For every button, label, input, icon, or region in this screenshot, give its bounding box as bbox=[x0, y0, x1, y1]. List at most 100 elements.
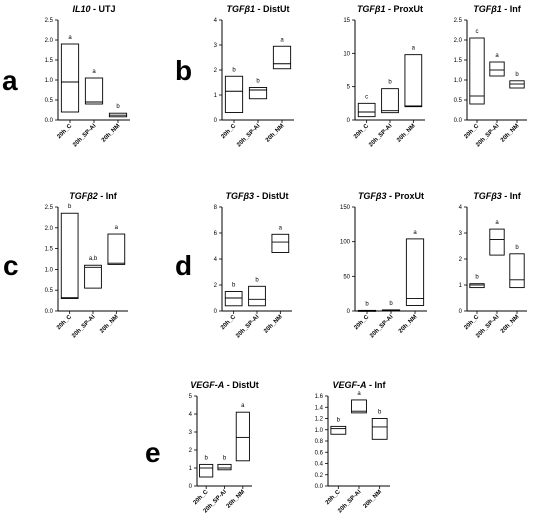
title-gene: TGFβ1 bbox=[226, 4, 255, 14]
box-rect bbox=[217, 463, 232, 471]
y-tick-label: 0.0 bbox=[454, 118, 463, 124]
significance-letter: b bbox=[388, 80, 392, 86]
significance-letter: a bbox=[495, 220, 499, 226]
y-tick-label: 0.2 bbox=[315, 473, 324, 479]
significance-letter: b bbox=[255, 277, 259, 283]
y-tick-label: 2.5 bbox=[454, 18, 463, 24]
panel-label-a: a bbox=[2, 65, 18, 96]
y-tick-label: 4 bbox=[214, 18, 218, 24]
significance-letter: b bbox=[232, 283, 236, 289]
y-tick-label: 6 bbox=[214, 231, 218, 237]
box-0: b bbox=[469, 275, 485, 289]
box-2: b bbox=[509, 245, 525, 289]
y-tick-label: 4 bbox=[459, 205, 463, 211]
panel-label-e: e bbox=[145, 437, 161, 468]
y-tick-label: 0 bbox=[347, 309, 351, 315]
box-1: a bbox=[351, 391, 367, 414]
y-tick-label: 1.2 bbox=[315, 417, 324, 423]
title-gene: IL10 bbox=[72, 4, 90, 14]
box-rect bbox=[489, 61, 505, 77]
box-1: b bbox=[381, 80, 399, 114]
y-tick-label: 15 bbox=[343, 18, 350, 24]
box-2: b bbox=[371, 410, 388, 440]
significance-letter: c bbox=[476, 29, 479, 35]
box-rect bbox=[381, 88, 399, 114]
x-category-label: 20h_NM bbox=[226, 489, 247, 510]
chart-title: TGFβ3 - Inf bbox=[473, 191, 522, 201]
x-category-label: 20h_SP-AI bbox=[369, 314, 394, 339]
x-category-label: 20h_SP-AI bbox=[368, 123, 393, 148]
significance-letter: a bbox=[68, 35, 72, 41]
box-1: b bbox=[248, 79, 268, 100]
box-1: a,b bbox=[84, 256, 102, 289]
significance-letter: b bbox=[515, 245, 519, 251]
box-2: a bbox=[107, 225, 126, 265]
chart-tgfb1-inf: TGFβ1 - Inf 0.0 0.5 1.0 1.5 2.0 2.5 c 20h_C a 20h_… bbox=[454, 4, 527, 148]
significance-letter: b bbox=[256, 79, 260, 85]
box-1: b bbox=[217, 455, 232, 471]
significance-letter: a bbox=[412, 46, 416, 52]
significance-letter: b bbox=[68, 204, 72, 210]
x-category-label: 20h_C bbox=[353, 123, 370, 140]
box-rect bbox=[489, 228, 505, 256]
y-tick-label: 1.0 bbox=[454, 78, 463, 84]
x-category-label: 20h_NM bbox=[265, 123, 286, 144]
chart-title: TGFβ1 - Inf bbox=[473, 4, 522, 14]
significance-letter: a bbox=[495, 53, 499, 59]
y-tick-label: 0.0 bbox=[315, 484, 324, 490]
box-0: b bbox=[357, 301, 377, 312]
box-rect bbox=[107, 233, 126, 265]
x-category-label: 20h_C bbox=[463, 314, 480, 331]
y-tick-label: 1 bbox=[214, 93, 218, 99]
y-tick-label: 3 bbox=[214, 43, 218, 49]
box-rect bbox=[469, 283, 485, 289]
x-category-label: 20h_C bbox=[220, 314, 237, 331]
y-tick-label: 0.5 bbox=[45, 288, 54, 294]
y-tick-label: 2 bbox=[214, 283, 218, 289]
y-tick-label: 2.0 bbox=[45, 226, 54, 232]
chart-tgfb1-proxut: TGFβ1 - ProxUt 0 5 10 15 c 20h_C b 20h_SP-AI a 20h… bbox=[343, 4, 425, 148]
y-tick-label: 1.0 bbox=[45, 267, 54, 273]
box-1: a bbox=[489, 220, 505, 256]
y-tick-label: 3 bbox=[459, 231, 463, 237]
y-tick-label: 0.0 bbox=[45, 309, 54, 315]
y-tick-label: 150 bbox=[340, 205, 351, 211]
box-rect bbox=[248, 285, 266, 307]
chart-vegfa-inf: VEGF-A - Inf 0.0 0.2 0.4 0.6 0.8 1.0 1.2 1.4 1.6 b… bbox=[315, 380, 390, 514]
y-tick-label: 0.6 bbox=[315, 450, 324, 456]
x-category-label: 20h_NM bbox=[263, 314, 284, 335]
box-0: b bbox=[224, 67, 244, 113]
significance-letter: b bbox=[515, 72, 519, 78]
y-tick-label: 0.4 bbox=[315, 462, 324, 468]
y-tick-label: 1.5 bbox=[454, 58, 463, 64]
y-tick-label: 5 bbox=[189, 394, 193, 400]
x-category-label: 20h_NM bbox=[363, 489, 384, 510]
y-tick-label: 2.0 bbox=[454, 38, 463, 44]
y-tick-label: 0 bbox=[214, 309, 218, 315]
x-category-label: 20h_C bbox=[56, 314, 73, 331]
significance-letter: a bbox=[92, 69, 96, 75]
y-tick-label: 0.0 bbox=[45, 118, 54, 124]
significance-letter: b bbox=[223, 455, 227, 461]
title-suffix: - Inf bbox=[98, 191, 118, 201]
box-rect bbox=[371, 418, 388, 440]
y-tick-label: 8 bbox=[214, 205, 218, 211]
x-category-label: 20h_C bbox=[325, 489, 342, 506]
box-0: b bbox=[330, 417, 347, 435]
significance-letter: b bbox=[389, 301, 393, 307]
y-tick-label: 0 bbox=[459, 309, 463, 315]
title-suffix: - UTJ bbox=[91, 4, 116, 14]
chart-title: VEGF-A - DistUt bbox=[190, 380, 259, 390]
significance-letter: b bbox=[232, 67, 236, 73]
y-tick-label: 2.0 bbox=[45, 38, 54, 44]
y-tick-label: 1 bbox=[189, 466, 193, 472]
chart-tgfb3-distut: TGFβ3 - DistUt 0 2 4 6 8 b 20h_C b 20h_SP-AI a 20h_… bbox=[214, 191, 292, 339]
x-category-label: 20h_NM bbox=[396, 123, 417, 144]
y-tick-label: 0.5 bbox=[454, 98, 463, 104]
y-tick-label: 1.5 bbox=[45, 247, 54, 253]
y-tick-label: 10 bbox=[343, 51, 350, 57]
box-0: b bbox=[60, 204, 79, 299]
title-gene: VEGF-A bbox=[332, 380, 366, 390]
significance-letter: b bbox=[378, 410, 382, 416]
